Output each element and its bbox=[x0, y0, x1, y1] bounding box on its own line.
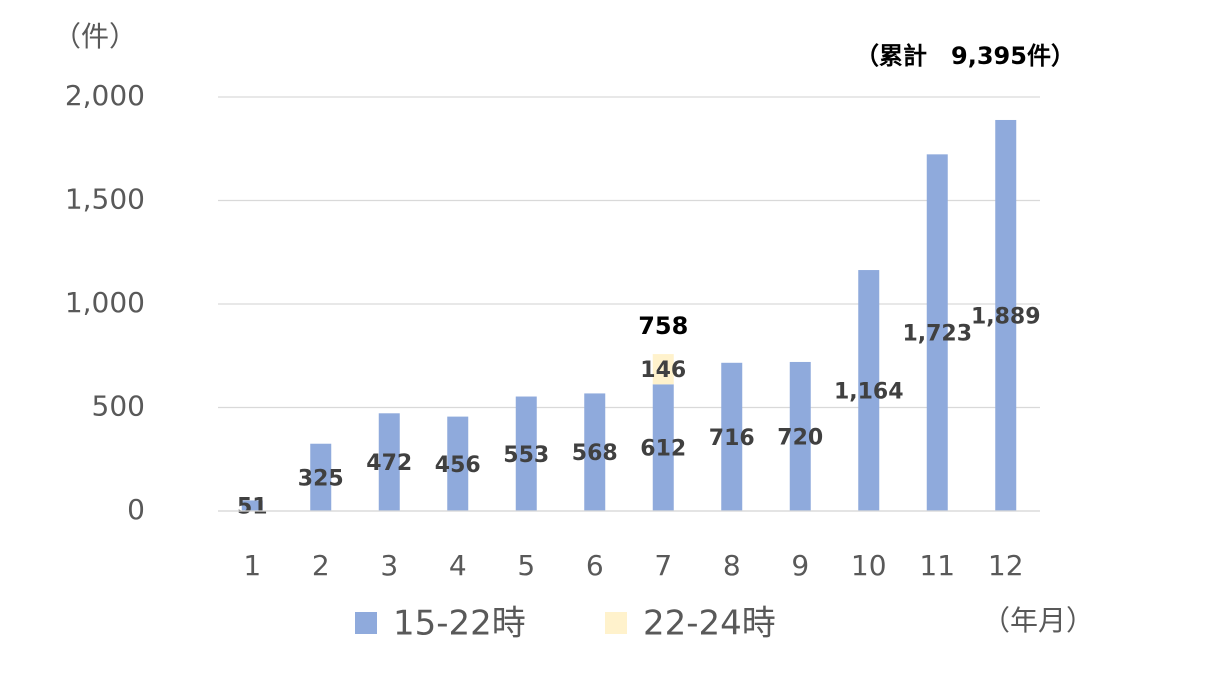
x-tick-label: 6 bbox=[586, 549, 604, 582]
x-tick-label: 11 bbox=[919, 549, 955, 582]
y-axis-label: （件） bbox=[53, 20, 137, 53]
bar bbox=[652, 354, 674, 385]
total-label: 758 bbox=[638, 312, 688, 340]
bar bbox=[926, 154, 948, 512]
total-note: （累計 9,395件） bbox=[855, 42, 1075, 70]
x-tick-label: 1 bbox=[243, 549, 261, 582]
y-tick-label: 0 bbox=[127, 493, 145, 526]
bar bbox=[447, 416, 469, 511]
bar bbox=[721, 362, 743, 511]
x-axis-label: （年月） bbox=[982, 604, 1094, 637]
x-tick-label: 12 bbox=[988, 549, 1024, 582]
x-tick-label: 7 bbox=[654, 549, 672, 582]
x-tick-label: 5 bbox=[517, 549, 535, 582]
data-label: 51 bbox=[237, 495, 268, 520]
x-tick-label: 8 bbox=[723, 549, 741, 582]
bar bbox=[995, 119, 1017, 512]
bar bbox=[789, 361, 811, 511]
x-tick-label: 10 bbox=[851, 549, 887, 582]
bar bbox=[515, 396, 537, 511]
data-label: 553 bbox=[503, 443, 549, 468]
bar bbox=[652, 384, 674, 511]
y-tick-label: 500 bbox=[92, 390, 145, 423]
data-label: 1,889 bbox=[971, 304, 1041, 329]
x-tick-label: 3 bbox=[380, 549, 398, 582]
y-tick-label: 1,000 bbox=[65, 286, 145, 319]
data-label: 716 bbox=[709, 426, 755, 451]
legend-label: 22-24時 bbox=[643, 604, 776, 644]
bar bbox=[310, 443, 332, 511]
data-label: 472 bbox=[366, 451, 412, 476]
data-label: 325 bbox=[298, 466, 344, 491]
bar bbox=[241, 500, 263, 511]
bar bbox=[858, 270, 880, 511]
data-label: 1,723 bbox=[902, 322, 972, 347]
data-label: 1,164 bbox=[834, 380, 904, 405]
legend-label: 15-22時 bbox=[393, 604, 526, 644]
y-tick-label: 1,500 bbox=[65, 183, 145, 216]
x-tick-label: 2 bbox=[312, 549, 330, 582]
legend-swatch bbox=[355, 612, 377, 634]
x-tick-label: 4 bbox=[449, 549, 467, 582]
data-label: 568 bbox=[572, 441, 618, 466]
legend-swatch bbox=[605, 612, 627, 634]
data-label: 456 bbox=[435, 453, 481, 478]
bar bbox=[584, 393, 606, 511]
data-label: 146 bbox=[640, 358, 686, 383]
data-label: 720 bbox=[777, 425, 823, 450]
bar bbox=[378, 413, 400, 511]
data-label: 612 bbox=[640, 437, 686, 462]
x-tick-label: 9 bbox=[791, 549, 809, 582]
y-tick-label: 2,000 bbox=[65, 79, 145, 112]
